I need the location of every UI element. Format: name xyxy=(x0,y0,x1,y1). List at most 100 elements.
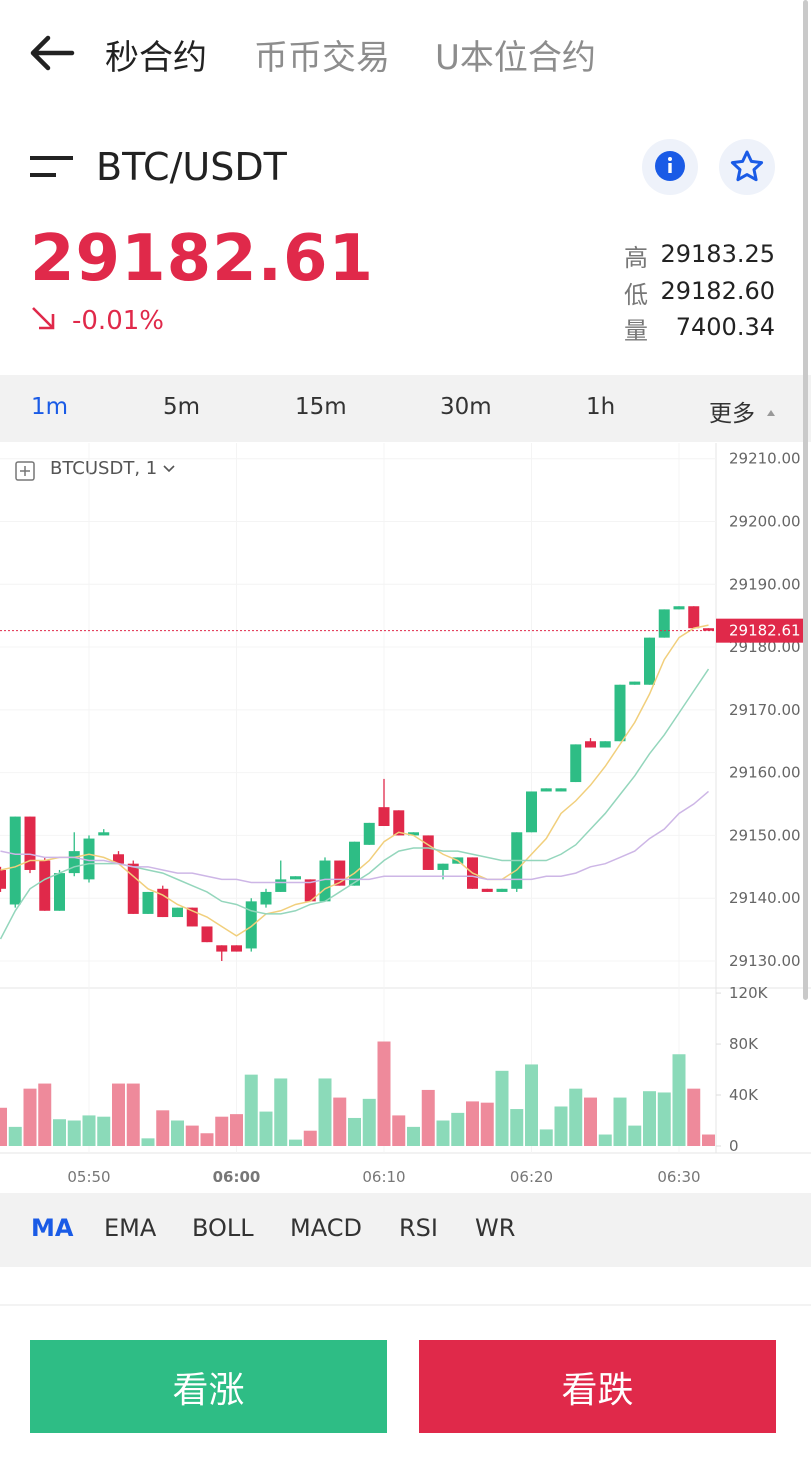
y-tick-label: 29140.00 xyxy=(729,889,801,907)
indicator[interactable]: BOLL xyxy=(192,1214,254,1242)
candle-body xyxy=(39,860,51,911)
candle-body xyxy=(673,606,685,610)
volume-bar xyxy=(141,1138,155,1146)
info-button[interactable] xyxy=(642,139,698,195)
volume-bar xyxy=(702,1134,715,1146)
volume-bar xyxy=(171,1120,184,1146)
interval[interactable]: 5m xyxy=(163,394,201,420)
candle-body xyxy=(245,901,257,949)
candle-body xyxy=(363,822,375,845)
candle-body xyxy=(585,741,596,748)
legend-chevron xyxy=(163,464,175,472)
stat-label: 高 xyxy=(624,244,648,272)
volume-bar xyxy=(672,1054,686,1146)
indicator[interactable]: EMA xyxy=(104,1214,157,1242)
buy-down-button[interactable]: 看跌 xyxy=(419,1340,776,1433)
candle-body xyxy=(319,860,331,902)
volume-bar xyxy=(303,1130,317,1146)
chart-legend[interactable]: BTCUSDT, 1 xyxy=(50,458,175,479)
volume-bar xyxy=(112,1083,125,1146)
candle-body xyxy=(260,891,272,905)
ma-line xyxy=(0,790,709,884)
indicator-bar xyxy=(0,1193,811,1267)
volume-bar xyxy=(569,1088,583,1146)
x-tick-label: 06:10 xyxy=(362,1168,405,1186)
candle-body xyxy=(378,807,390,827)
volume-bar xyxy=(318,1078,332,1146)
favorite-button[interactable] xyxy=(719,139,775,195)
candle-body xyxy=(644,637,655,685)
volume-bar xyxy=(126,1083,140,1146)
tab[interactable]: 币币交易 xyxy=(254,38,390,78)
indicator[interactable]: RSI xyxy=(399,1214,438,1242)
interval[interactable]: 30m xyxy=(440,394,492,420)
candle-body xyxy=(231,945,242,952)
volume-bar xyxy=(274,1078,288,1146)
price-tag xyxy=(716,618,806,643)
volume-bar xyxy=(82,1115,96,1146)
volume-bar xyxy=(215,1116,229,1146)
volume-bar xyxy=(67,1120,81,1146)
candle-body xyxy=(172,907,183,918)
candle-body xyxy=(658,609,670,638)
volume-bar xyxy=(421,1089,435,1146)
candle-body xyxy=(496,888,508,892)
candle-body xyxy=(9,816,21,905)
indicator[interactable]: WR xyxy=(475,1214,516,1242)
price-change: -0.01% xyxy=(72,306,164,336)
scrollbar xyxy=(803,0,808,1000)
volume-bar xyxy=(643,1091,656,1146)
volume-bar xyxy=(525,1064,538,1146)
candle-body xyxy=(408,832,419,836)
y-tick-label: 120K xyxy=(729,984,769,1002)
volume-bar xyxy=(8,1126,22,1146)
candle-body xyxy=(290,876,301,880)
volume-bar xyxy=(259,1111,273,1146)
volume-bar xyxy=(657,1092,671,1146)
y-tick-label: 29200.00 xyxy=(729,512,801,530)
x-tick-label: 06:20 xyxy=(510,1168,553,1186)
interval[interactable]: 1h xyxy=(586,394,616,420)
volume-bar xyxy=(598,1134,612,1146)
volume-bar xyxy=(392,1115,406,1146)
volume-bar xyxy=(53,1119,66,1146)
divider xyxy=(0,1304,811,1306)
candle-body xyxy=(0,869,6,889)
menu-icon[interactable] xyxy=(30,154,74,180)
interval[interactable]: 15m xyxy=(295,394,347,420)
volume-bar xyxy=(348,1117,361,1146)
volume-bar xyxy=(451,1112,465,1146)
price-tag-label: 29182.61 xyxy=(729,622,801,640)
pair[interactable]: BTC/USDT xyxy=(96,145,287,189)
indicator[interactable]: MACD xyxy=(290,1214,362,1242)
y-tick-label: 29160.00 xyxy=(729,764,801,782)
candle-body xyxy=(614,684,626,742)
buy-up-button[interactable]: 看涨 xyxy=(30,1340,387,1433)
indicator-active[interactable]: MA xyxy=(31,1214,74,1242)
candle-body xyxy=(142,891,154,914)
y-tick-label: 40K xyxy=(729,1086,759,1104)
legend-icon[interactable] xyxy=(15,461,35,481)
candle-body xyxy=(127,863,139,914)
candle-body xyxy=(422,835,434,870)
back-arrow[interactable] xyxy=(28,34,76,74)
candle-body xyxy=(688,606,700,629)
candle-body xyxy=(555,788,567,792)
volume-bar xyxy=(628,1125,642,1146)
volume-bar xyxy=(436,1120,450,1146)
tab-active[interactable]: 秒合约 xyxy=(105,38,207,78)
candle-body xyxy=(186,907,198,927)
tab[interactable]: U本位合约 xyxy=(435,38,596,78)
y-tick-label: 29130.00 xyxy=(729,952,801,970)
candle-body xyxy=(334,860,346,886)
interval-active[interactable]: 1m xyxy=(31,394,69,420)
volume-bar xyxy=(466,1101,479,1146)
legend-label: BTCUSDT, 1 xyxy=(50,458,158,479)
volume-bar xyxy=(554,1106,568,1146)
candle-body xyxy=(349,841,360,886)
candle-body xyxy=(275,879,287,892)
interval-more[interactable]: 更多 xyxy=(709,401,755,427)
candle-body xyxy=(393,810,405,836)
candle-body xyxy=(437,863,449,870)
